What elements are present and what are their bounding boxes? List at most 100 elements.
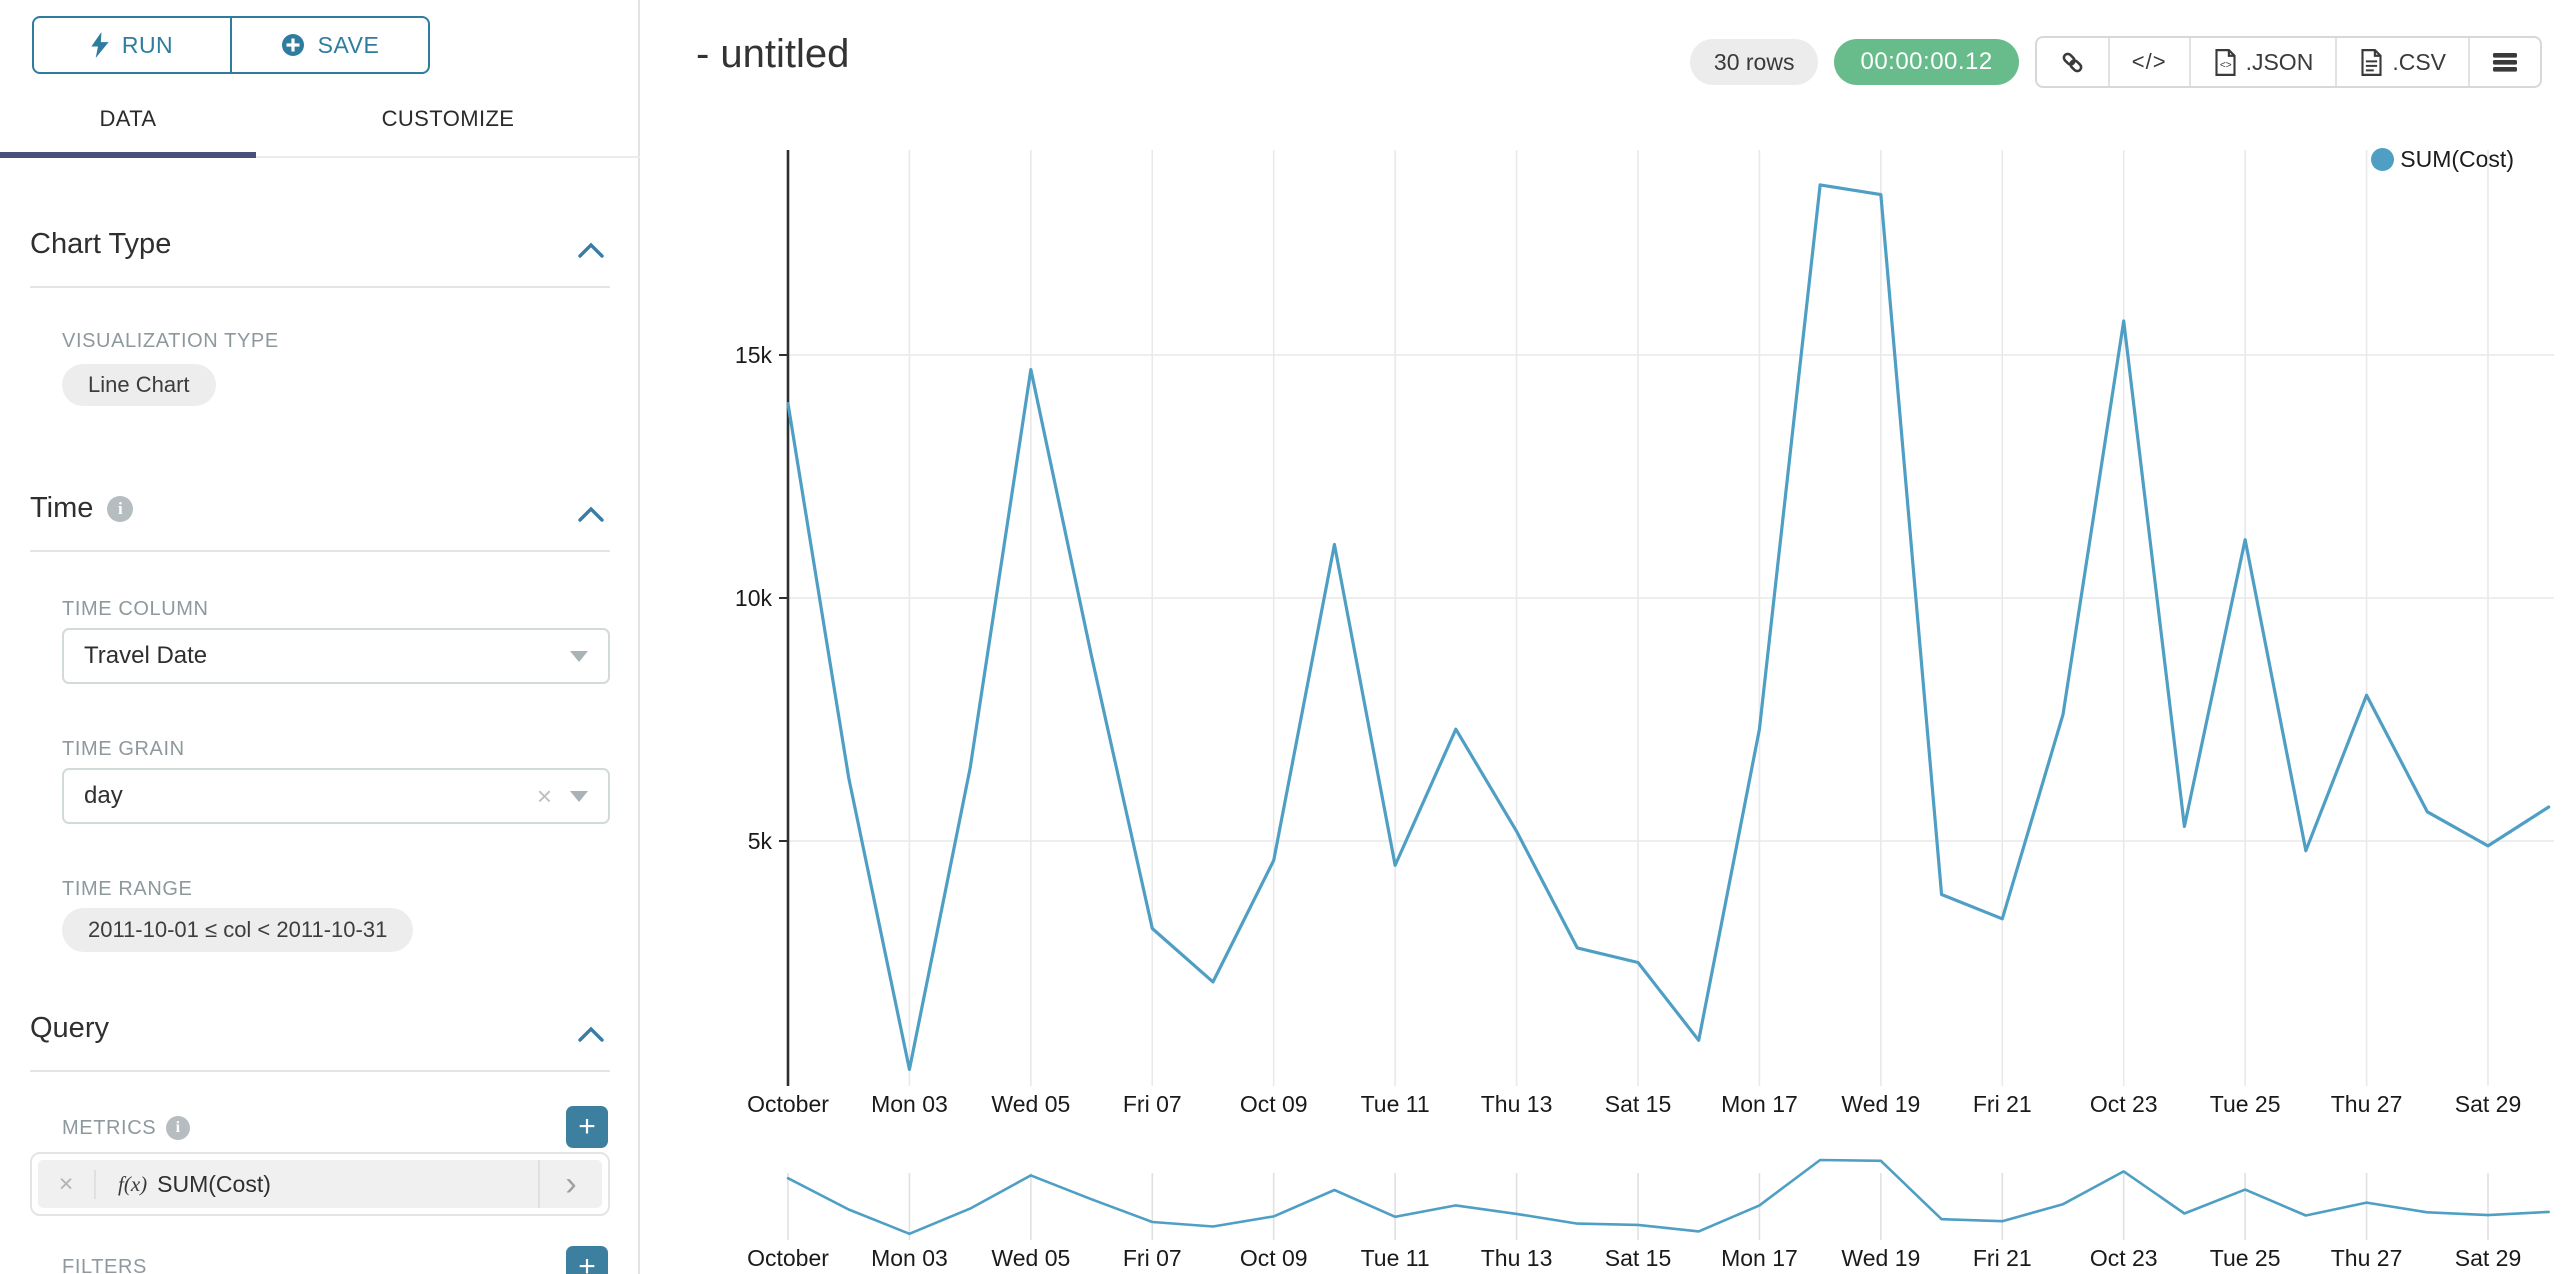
sidebar-tabs: DATA CUSTOMIZE — [0, 82, 640, 158]
metric-name: SUM(Cost) — [157, 1170, 271, 1197]
tab-data[interactable]: DATA — [0, 82, 256, 158]
export-button-group: </> <> .JSON .CSV — [2034, 36, 2542, 88]
time-grain-label: TIME GRAIN — [62, 738, 185, 760]
export-csv-label: .CSV — [2392, 48, 2446, 75]
x-axis-tick-label: Tue 25 — [2210, 1091, 2281, 1117]
section-divider — [30, 286, 610, 288]
export-json-button[interactable]: <> .JSON — [2188, 38, 2336, 86]
hamburger-icon — [2493, 53, 2517, 72]
x-axis-tick-label: Sat 29 — [2455, 1091, 2522, 1117]
section-time-title: Time i — [30, 492, 134, 525]
x-axis-tick-label: Sat 15 — [1605, 1091, 1672, 1117]
chevron-down-icon — [570, 790, 588, 802]
function-icon: f(x) — [118, 1171, 148, 1196]
remove-metric-icon[interactable]: × — [38, 1169, 96, 1199]
export-json-label: .JSON — [2245, 48, 2314, 75]
chevron-up-icon[interactable] — [578, 242, 604, 258]
legend-series-label: SUM(Cost) — [2400, 146, 2514, 172]
row-count-badge: 30 rows — [1689, 39, 1819, 85]
x-axis-tick-label: October — [747, 1091, 829, 1117]
csv-file-icon — [2361, 48, 2382, 76]
section-divider — [30, 550, 610, 552]
time-grain-select[interactable]: day × — [62, 768, 610, 824]
x-axis-tick-label: Fri 07 — [1123, 1091, 1182, 1117]
mini-x-axis-tick-label: Oct 09 — [1240, 1245, 1308, 1271]
clear-icon[interactable]: × — [536, 780, 552, 811]
mini-x-axis-tick-label: Fri 21 — [1973, 1245, 2032, 1271]
section-query-title: Query — [30, 1012, 109, 1044]
save-chart-button[interactable]: SAVE — [232, 18, 428, 72]
chevron-up-icon[interactable] — [578, 1026, 604, 1042]
mini-x-axis-tick-label: Sat 29 — [2455, 1245, 2522, 1271]
embed-code-button[interactable]: </> — [2107, 38, 2189, 86]
add-filter-button[interactable]: + — [566, 1246, 608, 1274]
mini-x-axis-tick-label: Mon 17 — [1721, 1245, 1798, 1271]
mini-series-line[interactable] — [786, 1158, 2551, 1236]
save-button-label: SAVE — [317, 31, 380, 58]
tab-customize[interactable]: CUSTOMIZE — [381, 106, 515, 131]
run-save-button-group: RUN SAVE — [32, 16, 430, 74]
chevron-right-icon[interactable]: › — [538, 1160, 602, 1208]
x-axis-tick-label: Tue 11 — [1361, 1091, 1430, 1117]
export-csv-button[interactable]: .CSV — [2335, 38, 2468, 86]
chevron-up-icon[interactable] — [578, 506, 604, 522]
x-axis-tick-label: Wed 19 — [1841, 1091, 1920, 1117]
run-query-button[interactable]: RUN — [34, 18, 232, 72]
time-column-value: Travel Date — [84, 642, 208, 669]
y-axis-tick-label: 15k — [735, 342, 773, 368]
x-axis-tick-label: Oct 09 — [1240, 1091, 1308, 1117]
x-axis-tick-label: Mon 03 — [871, 1091, 948, 1117]
x-axis-tick-label: Thu 27 — [2331, 1091, 2403, 1117]
filters-label: FILTERS — [62, 1256, 147, 1274]
svg-text:<>: <> — [2219, 60, 2231, 71]
series-line-sum-cost[interactable] — [786, 183, 2551, 1072]
x-axis-tick-label: Wed 05 — [991, 1091, 1070, 1117]
query-timer-badge: 00:00:00.12 — [1834, 39, 2019, 85]
share-link-button[interactable] — [2037, 38, 2108, 86]
section-divider — [30, 1070, 610, 1072]
time-range-value[interactable]: 2011-10-01 ≤ col < 2011-10-31 — [62, 908, 414, 952]
json-file-icon: <> — [2215, 48, 2236, 76]
mini-x-axis-tick-label: Thu 13 — [1481, 1245, 1553, 1271]
mini-x-axis-tick-label: Mon 03 — [871, 1245, 948, 1271]
link-chain-icon — [2062, 52, 2083, 72]
chart-header-actions: 30 rows 00:00:00.12 </> <> — [1689, 36, 2542, 88]
plus-circle-icon — [281, 34, 304, 56]
y-axis-tick-label: 10k — [735, 585, 773, 611]
time-column-select[interactable]: Travel Date — [62, 628, 610, 684]
mini-x-axis-tick-label: Sat 15 — [1605, 1245, 1672, 1271]
chevron-down-icon — [570, 650, 588, 662]
mini-x-axis-tick-label: October — [747, 1245, 829, 1271]
x-axis-tick-label: Thu 13 — [1481, 1091, 1553, 1117]
section-chart-type-title: Chart Type — [30, 228, 172, 260]
mini-x-axis-tick-label: Tue 11 — [1361, 1245, 1430, 1271]
metrics-label: METRICS i — [62, 1116, 191, 1140]
info-icon[interactable]: i — [107, 495, 134, 522]
chart-title[interactable]: - untitled — [696, 32, 850, 76]
mini-x-axis-tick-label: Wed 05 — [991, 1245, 1070, 1271]
time-column-label: TIME COLUMN — [62, 598, 209, 620]
lightning-bolt-icon — [91, 32, 109, 58]
mini-x-axis-tick-label: Thu 27 — [2331, 1245, 2403, 1271]
visualization-type-value[interactable]: Line Chart — [62, 364, 216, 406]
code-brackets-icon: </> — [2131, 49, 2167, 74]
mini-x-axis-tick-label: Wed 19 — [1841, 1245, 1920, 1271]
add-metric-button[interactable]: + — [566, 1106, 608, 1148]
mini-x-axis-tick-label: Tue 25 — [2210, 1245, 2281, 1271]
y-axis-tick-label: 5k — [748, 828, 773, 854]
time-range-label: TIME RANGE — [62, 878, 193, 900]
x-axis-tick-label: Fri 21 — [1973, 1091, 2032, 1117]
mini-x-axis-tick-label: Fri 07 — [1123, 1245, 1182, 1271]
control-panel-sidebar: RUN SAVE DATA CUSTOMIZE Chart Type VISUA… — [0, 0, 640, 1274]
visualization-type-label: VISUALIZATION TYPE — [62, 330, 279, 352]
mini-x-axis-tick-label: Oct 23 — [2090, 1245, 2158, 1271]
x-axis-tick-label: Mon 17 — [1721, 1091, 1798, 1117]
chart-legend[interactable]: SUM(Cost) — [2371, 146, 2514, 173]
chart-menu-button[interactable] — [2468, 38, 2540, 86]
metric-item[interactable]: × f(x) SUM(Cost) › — [30, 1152, 610, 1216]
info-icon[interactable]: i — [166, 1116, 191, 1140]
line-chart-canvas[interactable]: 5k 10k 15k October Mon 03 Wed 05 Fri 07 Oct 09 T… — [640, 0, 2576, 1274]
x-axis-tick-label: Oct 23 — [2090, 1091, 2158, 1117]
time-grain-value: day — [84, 782, 123, 809]
